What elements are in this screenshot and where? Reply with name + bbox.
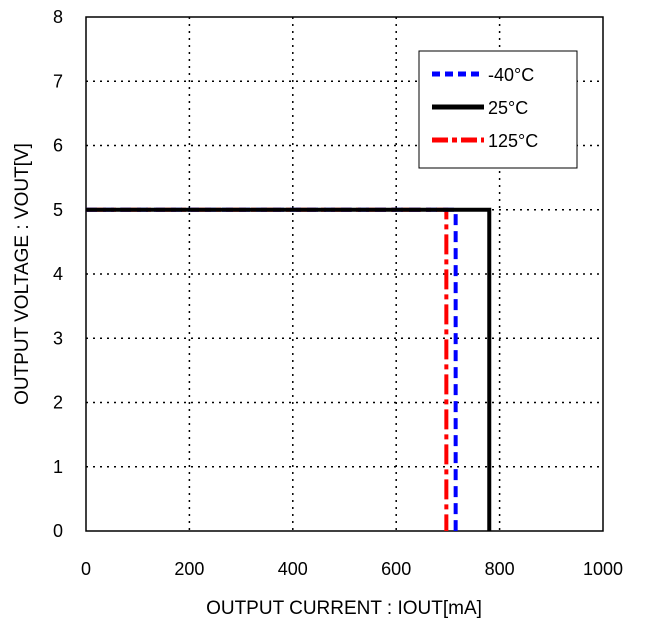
y-tick-labels: 0 1 2 3 4 5 6 7 8 xyxy=(53,7,63,541)
y-tick-label: 6 xyxy=(53,136,63,156)
x-tick-label: 1000 xyxy=(583,559,623,579)
x-axis-label: OUTPUT CURRENT : IOUT[mA] xyxy=(206,598,482,619)
legend-label: 25°C xyxy=(488,98,528,118)
plot-area-frame xyxy=(85,16,604,532)
legend-label: 125°C xyxy=(488,131,538,151)
y-tick-label: 4 xyxy=(53,264,63,284)
y-tick-label: 0 xyxy=(53,521,63,541)
legend-label: -40°C xyxy=(488,65,534,85)
x-tick-labels: 0 200 400 600 800 1000 xyxy=(81,559,623,579)
series-layer xyxy=(86,207,492,531)
series-line xyxy=(86,207,492,531)
y-axis-label: OUTPUT VOLTAGE : VOUT[V] xyxy=(12,143,33,405)
series-line xyxy=(86,207,458,531)
series-line xyxy=(86,207,449,531)
y-tick-label: 3 xyxy=(53,328,63,348)
y-tick-label: 1 xyxy=(53,457,63,477)
legend: -40°C 25°C 125°C xyxy=(418,50,578,169)
x-tick-label: 0 xyxy=(81,559,91,579)
y-tick-label: 8 xyxy=(53,7,63,27)
x-tick-label: 600 xyxy=(381,559,411,579)
x-tick-label: 800 xyxy=(485,559,515,579)
y-tick-label: 2 xyxy=(53,393,63,413)
x-tick-label: 200 xyxy=(174,559,204,579)
y-tick-label: 7 xyxy=(53,71,63,91)
x-tick-label: 400 xyxy=(278,559,308,579)
y-tick-label: 5 xyxy=(53,200,63,220)
